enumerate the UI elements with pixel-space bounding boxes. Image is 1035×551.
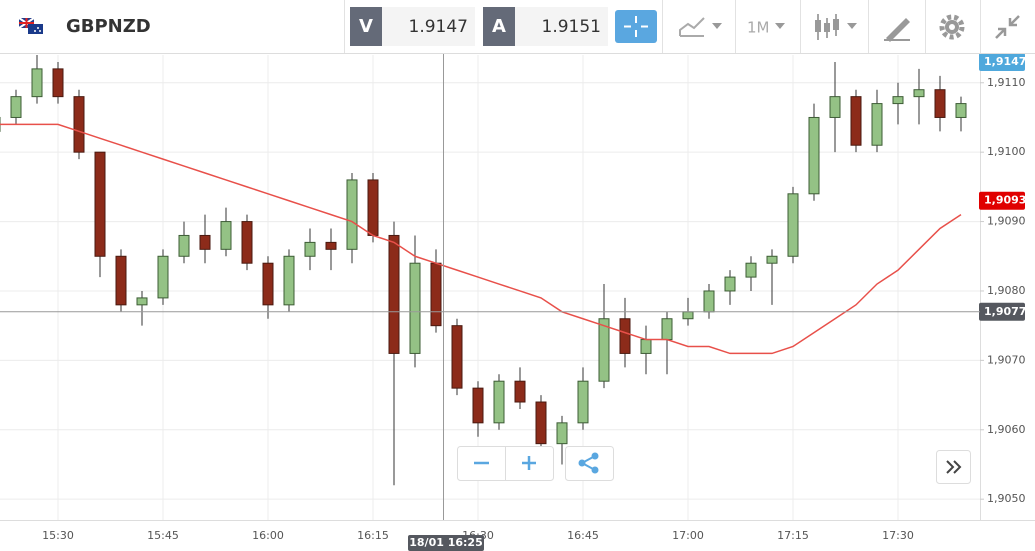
candle-body — [661, 318, 673, 341]
scroll-right-button[interactable] — [936, 450, 971, 484]
ask-price: 1.9151 — [542, 17, 601, 37]
candle-body — [913, 89, 925, 98]
candle-body — [115, 255, 127, 306]
y-tick-label: 1,9080 — [987, 284, 1026, 297]
candle-body — [325, 241, 337, 250]
x-tick-label: 15:30 — [42, 529, 74, 542]
y-tick-label: 1,9070 — [987, 353, 1026, 366]
plot — [0, 55, 967, 486]
y-tick-label: 1,9060 — [987, 423, 1026, 436]
y-tick-label: 1,9100 — [987, 145, 1026, 158]
crosshair-y-label: 1,9077 — [984, 305, 1026, 318]
candle-body — [430, 262, 442, 327]
y-tick-label: 1,9050 — [987, 492, 1026, 505]
moving-average — [0, 123, 962, 355]
candle-body — [10, 96, 22, 118]
share-button[interactable] — [565, 446, 614, 481]
candle-body — [241, 221, 253, 264]
candle-body — [766, 255, 778, 264]
timeframe-button[interactable]: 1M — [747, 19, 785, 37]
zoom-in[interactable] — [522, 456, 536, 470]
candle-body — [493, 380, 505, 424]
candle-body — [850, 96, 862, 146]
last-price-tag-box — [979, 53, 1025, 71]
candle-body — [577, 380, 589, 424]
candle-body — [808, 116, 820, 195]
ask-label: A — [492, 16, 506, 37]
candle-body — [472, 387, 484, 424]
candle-body — [598, 318, 610, 382]
crosshair-button[interactable] — [615, 10, 657, 43]
x-tick-label: 17:00 — [672, 529, 704, 542]
flag — [18, 17, 43, 34]
ask-button[interactable]: A 1.9151 — [483, 7, 608, 46]
candle-body — [304, 241, 316, 257]
x-tick-label: 17:15 — [777, 529, 809, 542]
symbol: GBPNZD — [66, 16, 151, 37]
candle-body — [367, 179, 379, 236]
candle-body — [619, 318, 631, 354]
x-tick-label: 17:30 — [882, 529, 914, 542]
candle-body — [640, 339, 652, 354]
candle-body — [787, 193, 799, 257]
draw-button[interactable] — [884, 18, 910, 42]
crosshair-y-label-box — [979, 302, 1025, 321]
axes: 1,9050 1,9060 1,9070 1,9080 1,9090 1,9100 1,91… — [42, 53, 1026, 542]
x-tick-label: 16:45 — [567, 529, 599, 542]
ma-tag-box — [979, 191, 1025, 210]
zoom-controls — [457, 446, 554, 481]
crosshair-x-box — [408, 535, 484, 551]
last-price-tag: 1,9147 — [984, 55, 1026, 68]
bid-button[interactable]: V 1.9147 — [350, 7, 475, 46]
candle-body — [514, 380, 526, 403]
candle-body — [535, 401, 547, 445]
candle-body — [178, 234, 190, 257]
x-tick-label: 15:45 — [147, 529, 179, 542]
grid — [0, 55, 980, 520]
candle-body — [31, 68, 43, 98]
candle-body — [73, 96, 85, 153]
candle-body — [52, 68, 64, 98]
chart-type-button[interactable] — [679, 17, 722, 37]
candle-body — [94, 151, 106, 257]
y-tick-label: 1,9110 — [987, 76, 1026, 89]
candle-body — [346, 179, 358, 250]
candle-body — [388, 234, 400, 354]
crosshair-x-label: 18/01 16:25 — [409, 536, 482, 549]
candle-body — [556, 422, 568, 445]
candle-body — [955, 103, 967, 118]
candle-body — [409, 262, 421, 354]
timeframe: 1M — [747, 19, 770, 37]
candle-body — [220, 221, 232, 250]
candle-body — [136, 297, 148, 306]
settings-button[interactable] — [939, 14, 965, 40]
y-tick-label: 1,9090 — [987, 215, 1026, 228]
candle-body — [199, 234, 211, 250]
candle-body — [283, 255, 295, 306]
candle-body — [745, 262, 757, 278]
x-tick-label: 16:00 — [252, 529, 284, 542]
candle-body — [934, 89, 946, 118]
candle-style-button[interactable] — [815, 14, 857, 40]
ma-tag: 1,9093 — [984, 194, 1026, 207]
candle-body — [451, 325, 463, 389]
candle-body — [892, 96, 904, 105]
candle-body — [682, 311, 694, 320]
candle-body — [157, 255, 169, 299]
bid-price: 1.9147 — [409, 17, 468, 37]
collapse-button[interactable] — [995, 15, 1020, 39]
candle-body — [724, 276, 736, 292]
candle-body — [829, 96, 841, 118]
candle-body — [262, 262, 274, 306]
candle-body — [871, 103, 883, 146]
candle-body — [703, 290, 715, 313]
x-tick-label: 16:15 — [357, 529, 389, 542]
bid-label: V — [359, 16, 373, 37]
